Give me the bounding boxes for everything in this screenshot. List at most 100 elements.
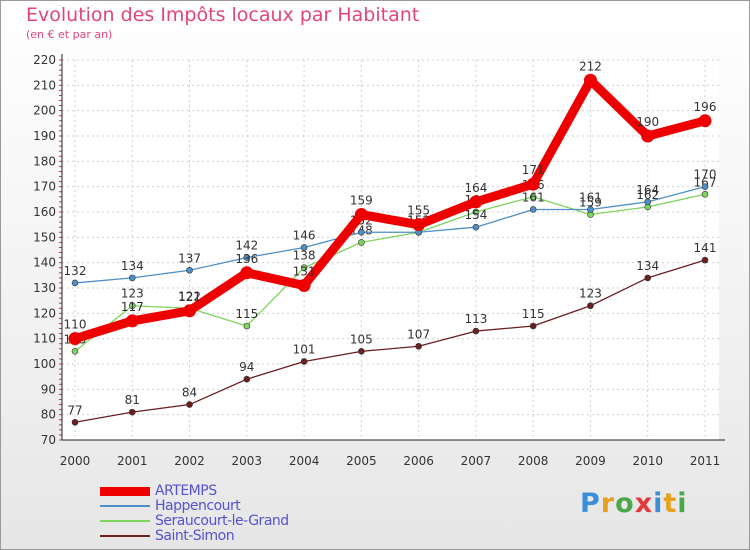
data-point — [469, 195, 483, 209]
data-label: 101 — [293, 342, 316, 356]
data-point — [71, 348, 79, 355]
data-label: 77 — [67, 403, 82, 417]
data-point — [354, 208, 368, 222]
data-label: 137 — [178, 251, 201, 265]
data-point — [358, 228, 365, 236]
x-tick-label: 2003 — [232, 454, 263, 468]
chart-subtitle: (en € et par an) — [26, 28, 113, 41]
data-label: 164 — [464, 181, 487, 195]
y-tick-label: 190 — [33, 129, 56, 143]
x-tick-label: 2007 — [461, 454, 492, 468]
legend-label: ARTEMPS — [155, 483, 217, 499]
x-tick-label: 2004 — [289, 454, 320, 468]
data-point — [701, 190, 709, 198]
data-point — [240, 266, 254, 280]
data-point — [358, 348, 365, 355]
y-tick-label: 130 — [33, 281, 56, 295]
chart-title: Evolution des Impôts locaux par Habitant — [26, 4, 420, 26]
data-point — [529, 206, 537, 213]
data-point — [641, 129, 655, 143]
data-point — [300, 358, 308, 365]
data-point — [186, 401, 193, 408]
data-label: 105 — [350, 332, 373, 346]
data-label: 142 — [235, 239, 258, 253]
data-point — [128, 274, 136, 282]
data-label: 164 — [636, 183, 659, 197]
legend-label: Saint-Simon — [155, 528, 235, 544]
legend-swatch — [100, 520, 150, 522]
data-point — [68, 332, 82, 346]
x-tick-label: 2006 — [403, 454, 434, 468]
data-label: 81 — [125, 393, 140, 407]
data-label: 132 — [64, 264, 87, 278]
data-point — [472, 223, 480, 231]
data-label: 115 — [522, 307, 545, 321]
data-point — [529, 193, 537, 201]
y-tick-label: 170 — [33, 180, 56, 194]
data-point — [415, 342, 422, 350]
data-point — [701, 256, 709, 264]
y-tick-label: 160 — [33, 205, 56, 219]
data-label: 123 — [121, 287, 144, 301]
data-point — [412, 218, 426, 232]
data-label: 154 — [464, 208, 487, 222]
data-point — [701, 183, 709, 190]
series-line-artemps — [70, 75, 710, 344]
data-point — [128, 302, 136, 310]
proxiti-logo: Proxiti — [580, 488, 688, 519]
data-label: 110 — [64, 318, 87, 332]
data-point — [128, 408, 136, 416]
data-point — [300, 264, 308, 272]
legend-swatch — [100, 535, 150, 537]
data-point — [644, 198, 652, 206]
data-label: 146 — [293, 228, 316, 242]
data-label: 141 — [694, 241, 717, 255]
data-label: 134 — [121, 259, 144, 273]
x-tick-label: 2010 — [632, 454, 663, 468]
data-point — [183, 304, 197, 318]
data-label: 134 — [636, 259, 659, 273]
data-label: 155 — [407, 204, 430, 218]
data-point — [472, 327, 480, 335]
data-label: 122 — [178, 289, 201, 303]
data-label: 159 — [350, 194, 373, 208]
series-line-happencourt — [74, 186, 706, 284]
data-label: 94 — [239, 360, 254, 374]
data-point — [526, 177, 540, 191]
x-tick-label: 2011 — [690, 454, 721, 468]
y-tick-label: 90 — [41, 382, 56, 396]
data-point — [71, 418, 79, 426]
y-tick-label: 80 — [41, 408, 56, 422]
x-tick-label: 2009 — [575, 454, 606, 468]
data-label: 138 — [293, 249, 316, 263]
y-tick-label: 220 — [33, 53, 56, 67]
y-tick-label: 70 — [41, 433, 56, 447]
data-label: 171 — [522, 163, 545, 177]
x-tick-label: 2001 — [117, 454, 148, 468]
y-tick-label: 150 — [33, 230, 56, 244]
legend-swatch — [100, 505, 150, 507]
data-label: 136 — [235, 252, 258, 266]
data-label: 115 — [235, 307, 258, 321]
data-label: 117 — [121, 300, 144, 314]
data-point — [243, 322, 251, 330]
x-tick-label: 2002 — [174, 454, 205, 468]
y-tick-label: 120 — [33, 306, 56, 320]
legend-label: Happencourt — [155, 498, 241, 514]
data-label: 123 — [579, 287, 602, 301]
data-point — [71, 279, 79, 287]
x-tick-label: 2008 — [518, 454, 549, 468]
data-point — [243, 375, 251, 383]
plot-area — [62, 60, 719, 440]
data-label: 190 — [636, 115, 659, 129]
y-tick-label: 210 — [33, 78, 56, 92]
data-label: 107 — [407, 327, 430, 341]
y-tick-label: 180 — [33, 154, 56, 168]
data-point — [529, 322, 537, 330]
data-label: 162 — [636, 188, 659, 202]
data-label: 131 — [293, 264, 316, 278]
data-point — [472, 208, 480, 216]
legend-swatch — [100, 486, 150, 496]
y-tick-label: 110 — [33, 332, 56, 346]
